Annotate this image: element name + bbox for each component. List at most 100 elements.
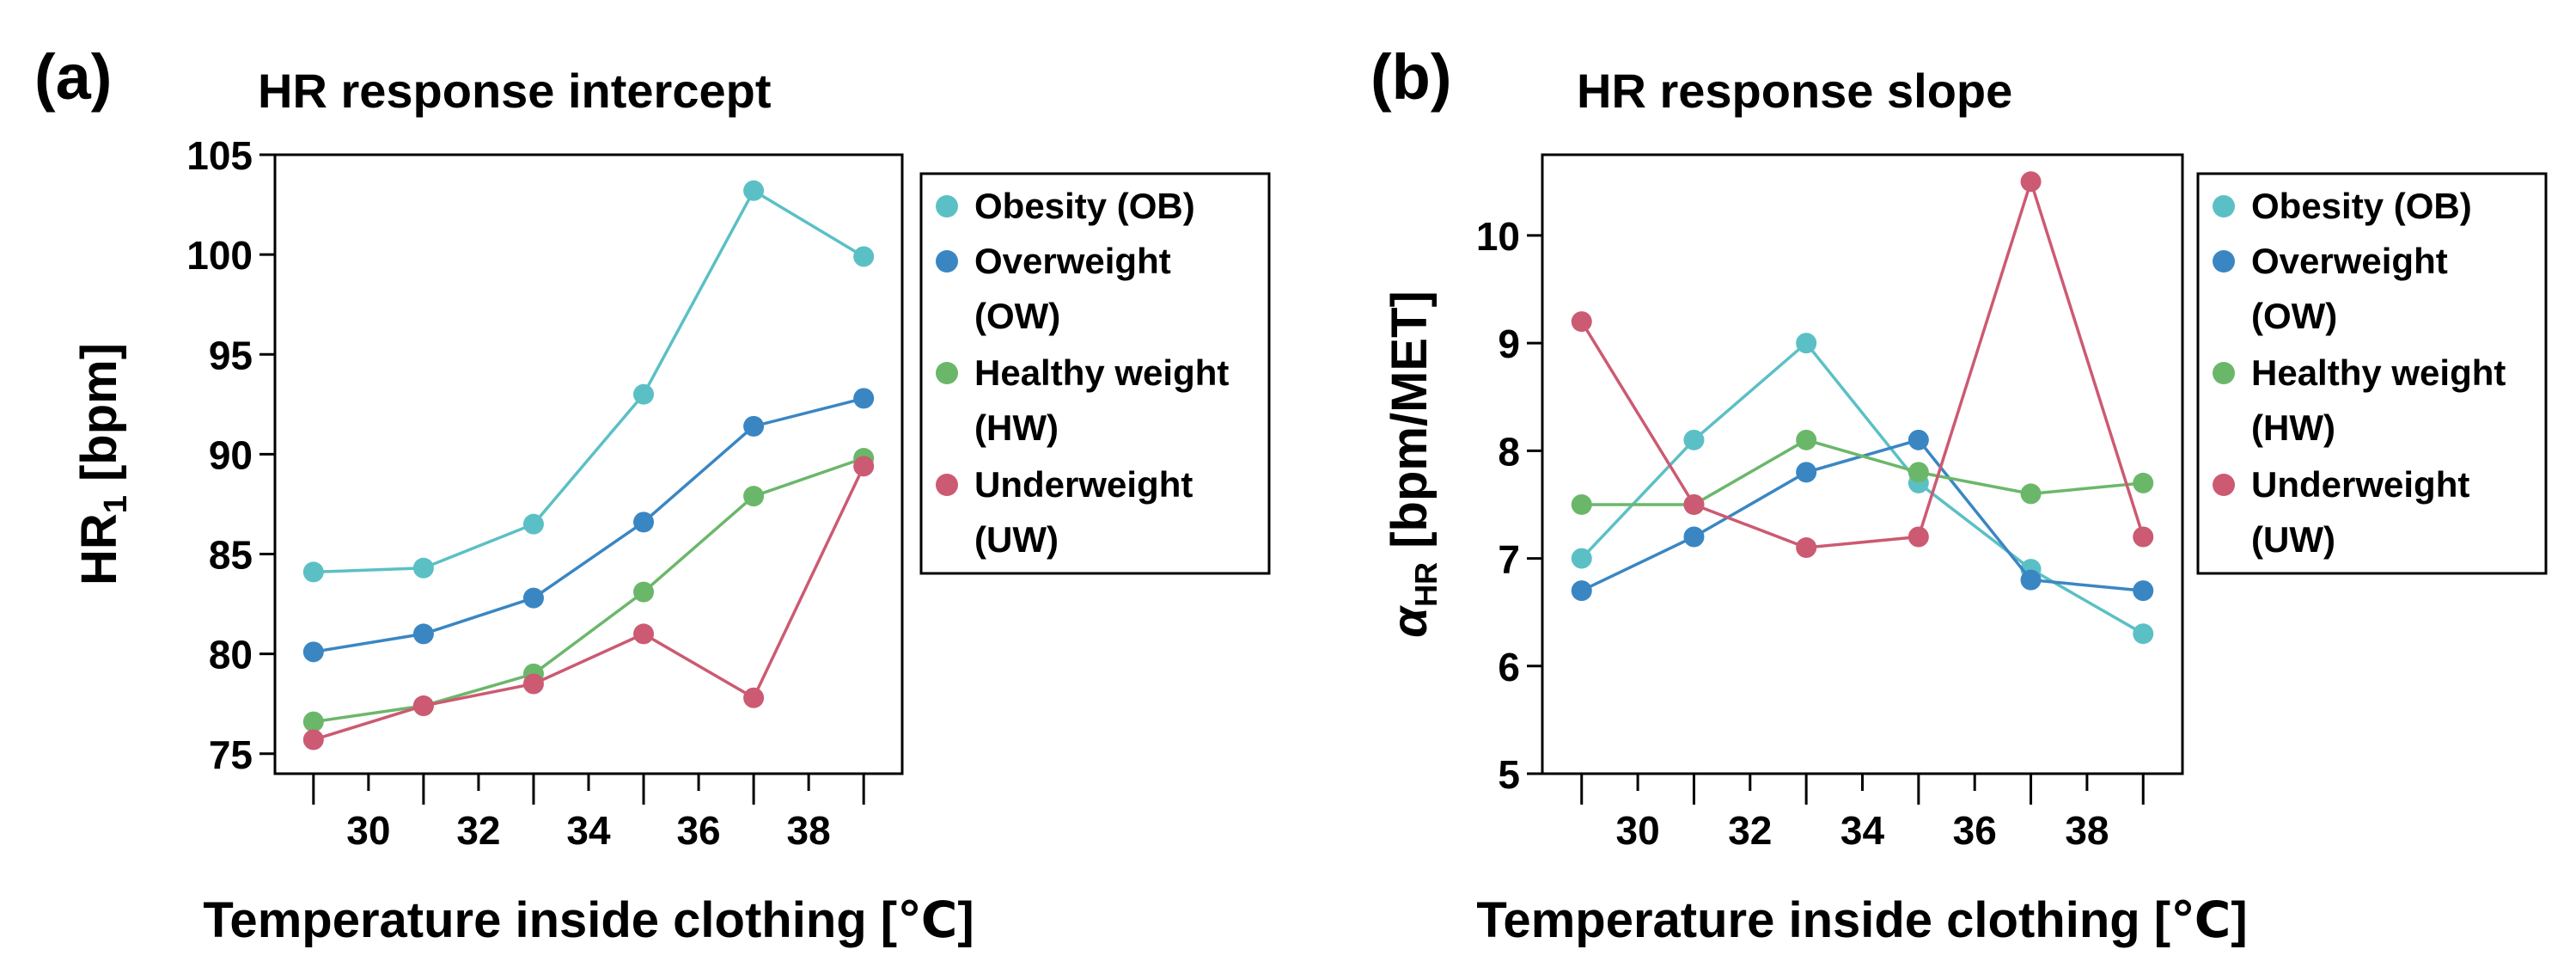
- data-point-underweight-uw: [2133, 526, 2154, 548]
- legend: Obesity (OB) Overweight (OW) Healthy weight…: [2196, 172, 2548, 575]
- legend-label: Underweight: [974, 464, 1193, 505]
- series-layer: [302, 180, 875, 750]
- x-tick-label: 30: [1616, 808, 1660, 853]
- data-point-overweight-ow: [1796, 462, 1817, 483]
- y-tick-label: 105: [186, 133, 253, 178]
- data-point-obesity-ob: [1683, 429, 1705, 450]
- panel-a: (a) HR response intercept 75 80 85 90 95 100 1…: [34, 41, 1271, 948]
- y-tick-label: 10: [1476, 214, 1520, 259]
- y-tick-label: 5: [1498, 752, 1520, 797]
- x-tick-label: 32: [456, 808, 500, 853]
- series-line-overweight-ow: [1580, 438, 2144, 592]
- panel-b: (b) HR response slope 5 6 7 8 9 10 30 32 34 36 38…: [1370, 41, 2548, 948]
- x-axis: 30 32 34 36 38: [1580, 774, 2145, 853]
- series-line-underweight-uw: [313, 465, 865, 742]
- data-point-obesity-ob: [853, 246, 875, 267]
- legend-label: (OW): [2251, 296, 2337, 336]
- data-point-healthy-weight-hw: [1908, 462, 1929, 483]
- data-point-healthy-weight-hw: [1796, 429, 1817, 450]
- data-point-underweight-uw: [743, 687, 765, 708]
- legend-marker: [2213, 250, 2235, 273]
- data-point-underweight-uw: [633, 623, 655, 645]
- legend-marker: [2213, 474, 2235, 496]
- data-point-obesity-ob: [743, 180, 765, 201]
- data-point-overweight-ow: [1571, 580, 1592, 602]
- data-point-overweight-ow: [522, 587, 544, 609]
- y-tick-label: 100: [186, 233, 253, 278]
- data-point-underweight-uw: [853, 456, 875, 477]
- y-tick-label: 95: [209, 333, 253, 377]
- data-point-underweight-uw: [302, 729, 324, 750]
- x-tick-label: 36: [1953, 808, 1997, 853]
- x-axis: 30 32 34 36 38: [312, 774, 865, 853]
- legend-label: (HW): [974, 407, 1059, 448]
- y-tick-label: 8: [1498, 429, 1520, 474]
- data-point-overweight-ow: [633, 511, 655, 533]
- legend-label: Obesity (OB): [2251, 186, 2472, 226]
- data-point-overweight-ow: [412, 623, 434, 645]
- plot-frame: [1541, 153, 2184, 775]
- x-tick-label: 34: [1840, 808, 1885, 853]
- data-point-overweight-ow: [2020, 569, 2042, 591]
- data-point-healthy-weight-hw: [2020, 483, 2042, 505]
- series-line-healthy-weight-hw: [1581, 438, 2144, 506]
- x-tick-label: 38: [787, 808, 831, 853]
- y-axis: 5 6 7 8 9 10: [1476, 214, 1542, 797]
- legend-label: Obesity (OB): [974, 186, 1195, 226]
- data-point-healthy-weight-hw: [2133, 472, 2154, 493]
- legend-frame: [919, 172, 1271, 575]
- data-point-underweight-uw: [2020, 171, 2042, 193]
- legend-label: Healthy weight: [974, 352, 1229, 393]
- legend-marker: [936, 250, 958, 273]
- chart-title: HR response slope: [1577, 64, 2012, 118]
- plot-frame: [273, 153, 904, 775]
- y-axis-label: αHR [bpm/MET]: [1382, 291, 1444, 638]
- legend-marker: [2213, 362, 2235, 384]
- data-point-obesity-ob: [633, 383, 655, 405]
- data-point-underweight-uw: [1908, 526, 1929, 548]
- y-tick-label: 80: [209, 633, 253, 677]
- legend-label: (HW): [2251, 407, 2335, 448]
- legend-marker: [936, 195, 958, 217]
- data-point-underweight-uw: [1571, 311, 1592, 333]
- y-tick-label: 6: [1498, 645, 1520, 689]
- data-point-overweight-ow: [1908, 429, 1929, 450]
- x-tick-label: 32: [1728, 808, 1772, 853]
- y-axis: 75 80 85 90 95 100 105: [186, 133, 275, 777]
- x-tick-label: 30: [346, 808, 390, 853]
- panel-label: (b): [1370, 41, 1452, 113]
- data-point-healthy-weight-hw: [302, 711, 324, 732]
- legend-frame: [2196, 172, 2548, 575]
- legend: Obesity (OB) Overweight (OW) Healthy weight…: [919, 172, 1271, 575]
- y-axis-label: HR1 [bpm]: [71, 343, 134, 585]
- legend-label: (UW): [974, 519, 1059, 560]
- chart-title: HR response intercept: [258, 64, 772, 118]
- data-point-obesity-ob: [302, 561, 324, 583]
- data-point-obesity-ob: [1571, 548, 1592, 569]
- data-point-overweight-ow: [302, 641, 324, 663]
- data-point-healthy-weight-hw: [633, 581, 655, 603]
- data-point-healthy-weight-hw: [743, 486, 765, 507]
- y-tick-label: 9: [1498, 322, 1520, 366]
- legend-marker: [936, 362, 958, 384]
- series-line-obesity-ob: [313, 188, 865, 574]
- legend-label: Healthy weight: [2251, 352, 2506, 393]
- legend-label: Underweight: [2251, 464, 2469, 505]
- x-tick-label: 36: [676, 808, 720, 853]
- data-point-obesity-ob: [1796, 333, 1817, 354]
- data-point-underweight-uw: [522, 673, 544, 695]
- y-tick-label: 85: [209, 533, 253, 578]
- data-point-underweight-uw: [412, 695, 434, 717]
- data-point-obesity-ob: [412, 557, 434, 579]
- series-layer: [1571, 171, 2154, 645]
- series-line-obesity-ob: [1580, 340, 2145, 635]
- series-line-underweight-uw: [1580, 176, 2145, 549]
- panel-label: (a): [34, 41, 112, 113]
- data-point-healthy-weight-hw: [1571, 493, 1592, 515]
- x-tick-label: 38: [2065, 808, 2109, 853]
- y-tick-label: 7: [1498, 537, 1520, 582]
- data-point-underweight-uw: [1683, 493, 1705, 515]
- series-line-healthy-weight-hw: [313, 456, 864, 724]
- legend-marker: [2213, 195, 2235, 217]
